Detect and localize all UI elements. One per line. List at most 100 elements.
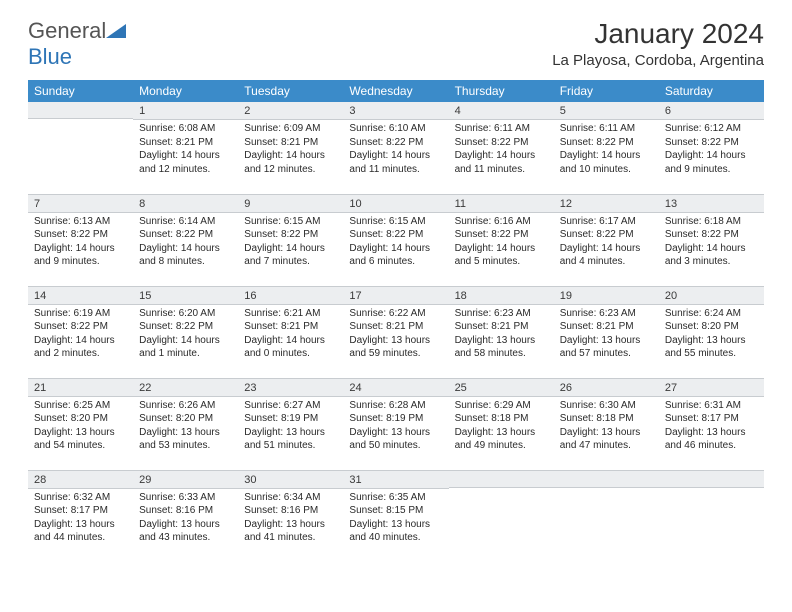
day-details bbox=[449, 488, 554, 494]
day-details: Sunrise: 6:32 AMSunset: 8:17 PMDaylight:… bbox=[28, 489, 133, 549]
day-line-dl1: Daylight: 13 hours bbox=[349, 426, 442, 440]
day-line-dl2: and 10 minutes. bbox=[560, 163, 653, 177]
day-line-dl1: Daylight: 14 hours bbox=[349, 149, 442, 163]
calendar-cell bbox=[659, 470, 764, 562]
day-number: 30 bbox=[238, 471, 343, 489]
day-details: Sunrise: 6:11 AMSunset: 8:22 PMDaylight:… bbox=[449, 120, 554, 180]
calendar-cell: 6Sunrise: 6:12 AMSunset: 8:22 PMDaylight… bbox=[659, 102, 764, 194]
day-line-ss: Sunset: 8:20 PM bbox=[665, 320, 758, 334]
title-block: January 2024 La Playosa, Cordoba, Argent… bbox=[552, 18, 764, 69]
day-line-sr: Sunrise: 6:10 AM bbox=[349, 122, 442, 136]
day-line-dl1: Daylight: 14 hours bbox=[349, 242, 442, 256]
day-line-sr: Sunrise: 6:11 AM bbox=[560, 122, 653, 136]
day-line-dl2: and 12 minutes. bbox=[139, 163, 232, 177]
day-header: Tuesday bbox=[238, 80, 343, 102]
day-details: Sunrise: 6:08 AMSunset: 8:21 PMDaylight:… bbox=[133, 120, 238, 180]
day-line-dl1: Daylight: 14 hours bbox=[455, 149, 548, 163]
calendar-cell: 21Sunrise: 6:25 AMSunset: 8:20 PMDayligh… bbox=[28, 378, 133, 470]
calendar-cell: 25Sunrise: 6:29 AMSunset: 8:18 PMDayligh… bbox=[449, 378, 554, 470]
day-header: Sunday bbox=[28, 80, 133, 102]
day-line-dl2: and 11 minutes. bbox=[455, 163, 548, 177]
day-line-dl2: and 44 minutes. bbox=[34, 531, 127, 545]
calendar-cell: 27Sunrise: 6:31 AMSunset: 8:17 PMDayligh… bbox=[659, 378, 764, 470]
day-details: Sunrise: 6:28 AMSunset: 8:19 PMDaylight:… bbox=[343, 397, 448, 457]
day-line-ss: Sunset: 8:22 PM bbox=[139, 228, 232, 242]
day-details: Sunrise: 6:15 AMSunset: 8:22 PMDaylight:… bbox=[343, 213, 448, 273]
day-line-ss: Sunset: 8:22 PM bbox=[349, 136, 442, 150]
day-number: 19 bbox=[554, 287, 659, 305]
day-details: Sunrise: 6:30 AMSunset: 8:18 PMDaylight:… bbox=[554, 397, 659, 457]
day-line-ss: Sunset: 8:18 PM bbox=[455, 412, 548, 426]
day-number: 2 bbox=[238, 102, 343, 120]
day-number: 25 bbox=[449, 379, 554, 397]
day-line-dl2: and 8 minutes. bbox=[139, 255, 232, 269]
calendar-cell: 24Sunrise: 6:28 AMSunset: 8:19 PMDayligh… bbox=[343, 378, 448, 470]
day-details: Sunrise: 6:23 AMSunset: 8:21 PMDaylight:… bbox=[449, 305, 554, 365]
day-number: 15 bbox=[133, 287, 238, 305]
day-line-sr: Sunrise: 6:11 AM bbox=[455, 122, 548, 136]
day-line-ss: Sunset: 8:22 PM bbox=[665, 228, 758, 242]
day-line-sr: Sunrise: 6:12 AM bbox=[665, 122, 758, 136]
day-line-dl1: Daylight: 13 hours bbox=[665, 426, 758, 440]
day-line-dl2: and 9 minutes. bbox=[34, 255, 127, 269]
day-line-sr: Sunrise: 6:32 AM bbox=[34, 491, 127, 505]
day-line-sr: Sunrise: 6:34 AM bbox=[244, 491, 337, 505]
calendar-cell: 18Sunrise: 6:23 AMSunset: 8:21 PMDayligh… bbox=[449, 286, 554, 378]
calendar-cell bbox=[28, 102, 133, 194]
day-line-dl1: Daylight: 14 hours bbox=[139, 149, 232, 163]
day-line-sr: Sunrise: 6:31 AM bbox=[665, 399, 758, 413]
day-line-dl1: Daylight: 14 hours bbox=[34, 334, 127, 348]
day-line-ss: Sunset: 8:21 PM bbox=[455, 320, 548, 334]
day-line-dl1: Daylight: 13 hours bbox=[665, 334, 758, 348]
location: La Playosa, Cordoba, Argentina bbox=[552, 52, 764, 69]
calendar-cell: 26Sunrise: 6:30 AMSunset: 8:18 PMDayligh… bbox=[554, 378, 659, 470]
day-line-sr: Sunrise: 6:26 AM bbox=[139, 399, 232, 413]
day-number: 9 bbox=[238, 195, 343, 213]
day-line-ss: Sunset: 8:21 PM bbox=[139, 136, 232, 150]
day-line-dl2: and 54 minutes. bbox=[34, 439, 127, 453]
day-number: 8 bbox=[133, 195, 238, 213]
day-header: Monday bbox=[133, 80, 238, 102]
calendar-table: SundayMondayTuesdayWednesdayThursdayFrid… bbox=[28, 80, 764, 562]
calendar-cell: 7Sunrise: 6:13 AMSunset: 8:22 PMDaylight… bbox=[28, 194, 133, 286]
day-line-sr: Sunrise: 6:20 AM bbox=[139, 307, 232, 321]
day-line-ss: Sunset: 8:21 PM bbox=[560, 320, 653, 334]
day-details bbox=[28, 119, 133, 125]
day-number bbox=[28, 102, 133, 119]
day-number bbox=[449, 471, 554, 488]
day-details: Sunrise: 6:29 AMSunset: 8:18 PMDaylight:… bbox=[449, 397, 554, 457]
day-number: 10 bbox=[343, 195, 448, 213]
day-line-dl1: Daylight: 14 hours bbox=[244, 242, 337, 256]
calendar-body: 1Sunrise: 6:08 AMSunset: 8:21 PMDaylight… bbox=[28, 102, 764, 562]
day-line-dl2: and 57 minutes. bbox=[560, 347, 653, 361]
day-line-ss: Sunset: 8:16 PM bbox=[139, 504, 232, 518]
calendar-week: 28Sunrise: 6:32 AMSunset: 8:17 PMDayligh… bbox=[28, 470, 764, 562]
calendar-cell: 16Sunrise: 6:21 AMSunset: 8:21 PMDayligh… bbox=[238, 286, 343, 378]
day-details bbox=[659, 488, 764, 494]
day-line-sr: Sunrise: 6:24 AM bbox=[665, 307, 758, 321]
day-line-sr: Sunrise: 6:33 AM bbox=[139, 491, 232, 505]
day-line-dl1: Daylight: 13 hours bbox=[34, 518, 127, 532]
day-line-sr: Sunrise: 6:25 AM bbox=[34, 399, 127, 413]
day-line-ss: Sunset: 8:18 PM bbox=[560, 412, 653, 426]
day-line-ss: Sunset: 8:16 PM bbox=[244, 504, 337, 518]
day-line-dl1: Daylight: 13 hours bbox=[455, 334, 548, 348]
day-line-ss: Sunset: 8:20 PM bbox=[139, 412, 232, 426]
day-line-sr: Sunrise: 6:28 AM bbox=[349, 399, 442, 413]
day-number: 24 bbox=[343, 379, 448, 397]
day-line-dl2: and 5 minutes. bbox=[455, 255, 548, 269]
day-line-dl1: Daylight: 14 hours bbox=[455, 242, 548, 256]
calendar-cell: 12Sunrise: 6:17 AMSunset: 8:22 PMDayligh… bbox=[554, 194, 659, 286]
day-line-ss: Sunset: 8:15 PM bbox=[349, 504, 442, 518]
brand-part1: General bbox=[28, 18, 106, 43]
calendar-cell: 1Sunrise: 6:08 AMSunset: 8:21 PMDaylight… bbox=[133, 102, 238, 194]
day-line-dl1: Daylight: 13 hours bbox=[244, 426, 337, 440]
calendar-cell: 13Sunrise: 6:18 AMSunset: 8:22 PMDayligh… bbox=[659, 194, 764, 286]
calendar-cell: 5Sunrise: 6:11 AMSunset: 8:22 PMDaylight… bbox=[554, 102, 659, 194]
day-line-sr: Sunrise: 6:13 AM bbox=[34, 215, 127, 229]
day-line-dl2: and 49 minutes. bbox=[455, 439, 548, 453]
day-line-ss: Sunset: 8:21 PM bbox=[349, 320, 442, 334]
day-line-ss: Sunset: 8:19 PM bbox=[244, 412, 337, 426]
day-line-ss: Sunset: 8:22 PM bbox=[665, 136, 758, 150]
day-number: 21 bbox=[28, 379, 133, 397]
